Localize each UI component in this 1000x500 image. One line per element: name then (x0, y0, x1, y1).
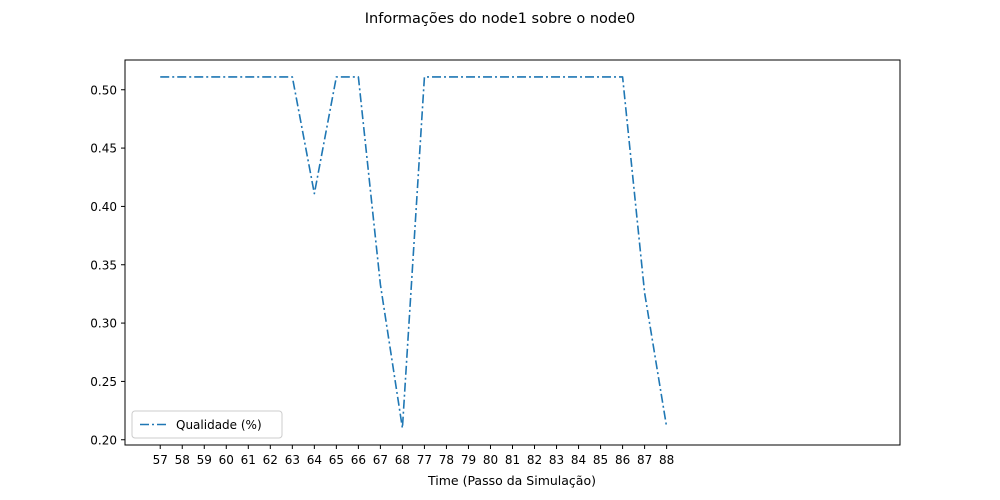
x-tick-label: 64 (307, 453, 322, 467)
x-tick-label: 84 (571, 453, 586, 467)
x-axis: 57 58 59 60 61 62 63 64 65 66 67 68 77 78 79 80 81 82 83 84… (153, 445, 674, 467)
y-tick-label: 0.35 (90, 258, 117, 272)
y-axis: 0.20 0.25 0.30 0.35 0.40 0.45 0.50 (90, 83, 125, 447)
x-tick-label: 65 (329, 453, 344, 467)
x-tick-label: 63 (285, 453, 300, 467)
x-tick-label: 83 (549, 453, 564, 467)
x-tick-label: 82 (527, 453, 542, 467)
y-tick-label: 0.50 (90, 83, 117, 97)
y-tick-label: 0.40 (90, 200, 117, 214)
plot-area-frame (124, 59, 901, 446)
y-tick-label: 0.45 (90, 142, 117, 156)
x-tick-label: 66 (351, 453, 366, 467)
legend: Qualidade (%) (131, 410, 283, 439)
x-tick-label: 57 (153, 453, 168, 467)
x-tick-label: 77 (417, 453, 432, 467)
x-tick-label: 87 (637, 453, 652, 467)
x-tick-label: 80 (483, 453, 498, 467)
x-axis-label: Time (Passo da Simulação) (427, 473, 596, 488)
x-tick-label: 68 (395, 453, 410, 467)
y-tick-label: 0.20 (90, 433, 117, 447)
x-tick-label: 58 (175, 453, 190, 467)
x-tick-label: 67 (373, 453, 388, 467)
chart-title: Informações do node1 sobre o node0 (365, 11, 636, 27)
y-tick-label: 0.25 (90, 375, 117, 389)
x-tick-label: 88 (659, 453, 674, 467)
x-tick-label: 85 (593, 453, 608, 467)
x-tick-label: 78 (439, 453, 454, 467)
x-tick-label: 59 (197, 453, 212, 467)
legend-label: Qualidade (%) (176, 418, 262, 432)
x-tick-label: 86 (615, 453, 630, 467)
x-tick-label: 62 (263, 453, 278, 467)
y-tick-label: 0.30 (90, 317, 117, 331)
series-layer (160, 76, 668, 429)
x-tick-label: 81 (505, 453, 520, 467)
series-line (160, 76, 668, 429)
legend-box (131, 410, 283, 439)
x-tick-label: 60 (219, 453, 234, 467)
x-tick-label: 79 (461, 453, 476, 467)
x-tick-label: 61 (241, 453, 256, 467)
